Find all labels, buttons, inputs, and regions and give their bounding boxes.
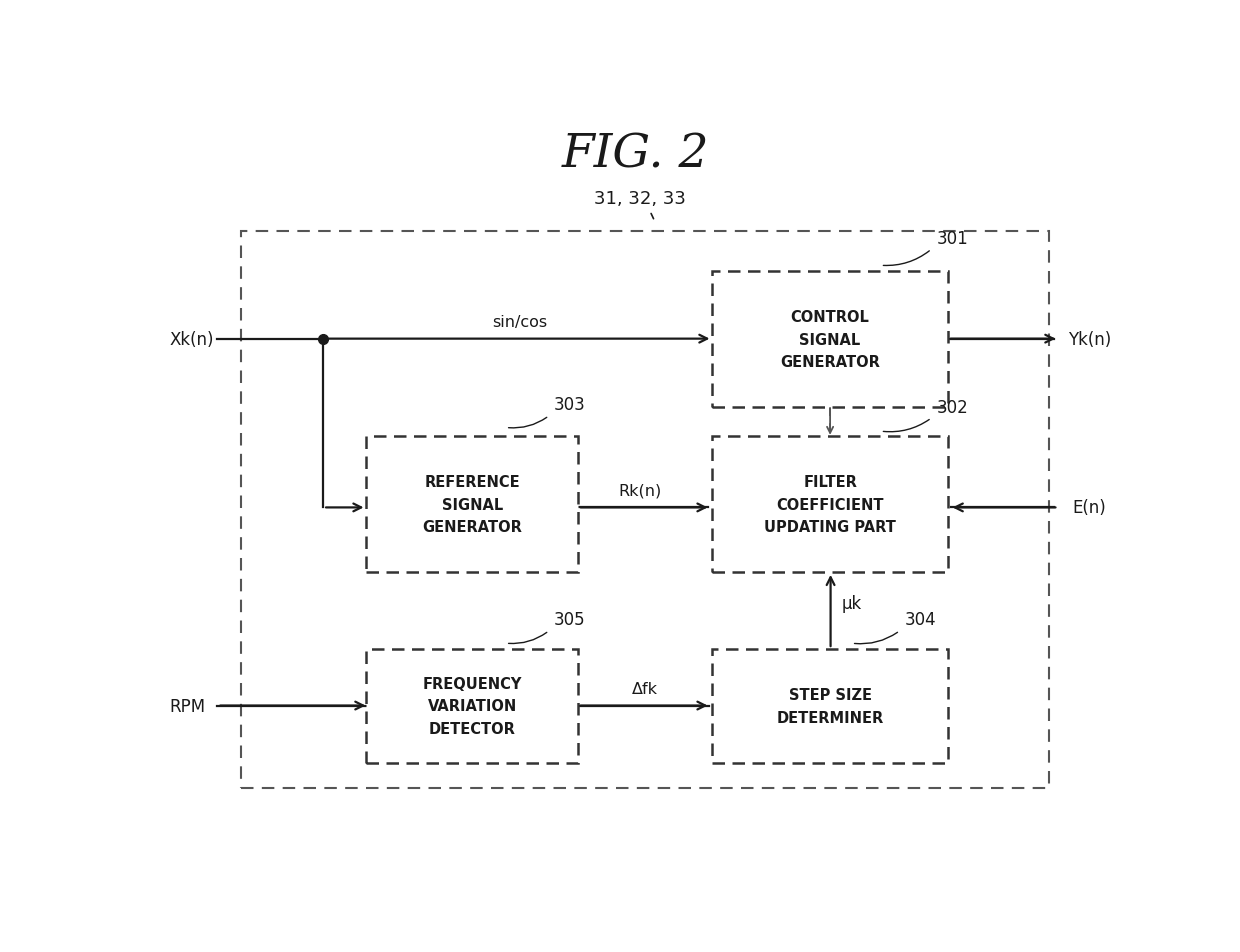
Text: sin/cos: sin/cos <box>492 315 548 329</box>
Text: REFERENCE
SIGNAL
GENERATOR: REFERENCE SIGNAL GENERATOR <box>422 475 522 534</box>
Text: CONTROL
SIGNAL
GENERATOR: CONTROL SIGNAL GENERATOR <box>780 310 880 369</box>
Text: FIG. 2: FIG. 2 <box>562 132 709 177</box>
Text: Rk(n): Rk(n) <box>619 484 662 498</box>
Text: Yk(n): Yk(n) <box>1068 330 1111 348</box>
Text: 303: 303 <box>554 396 585 414</box>
Text: μk: μk <box>842 595 862 612</box>
Text: 302: 302 <box>936 398 968 416</box>
Bar <box>242 231 1049 788</box>
Text: 301: 301 <box>936 229 968 248</box>
Bar <box>367 437 578 572</box>
Text: 304: 304 <box>905 611 936 629</box>
Bar <box>367 649 578 763</box>
Text: FILTER
COEFFICIENT
UPDATING PART: FILTER COEFFICIENT UPDATING PART <box>764 475 897 534</box>
Text: Xk(n): Xk(n) <box>170 330 215 348</box>
Text: 31, 32, 33: 31, 32, 33 <box>594 190 686 208</box>
Text: STEP SIZE
DETERMINER: STEP SIZE DETERMINER <box>776 687 884 724</box>
Text: FREQUENCY
VARIATION
DETECTOR: FREQUENCY VARIATION DETECTOR <box>423 677 522 736</box>
Text: Δfk: Δfk <box>632 682 658 696</box>
Bar <box>712 272 947 407</box>
Text: RPM: RPM <box>170 697 206 715</box>
Bar <box>712 649 947 763</box>
Bar <box>712 437 947 572</box>
Text: 305: 305 <box>554 611 585 629</box>
Text: E(n): E(n) <box>1073 499 1106 517</box>
